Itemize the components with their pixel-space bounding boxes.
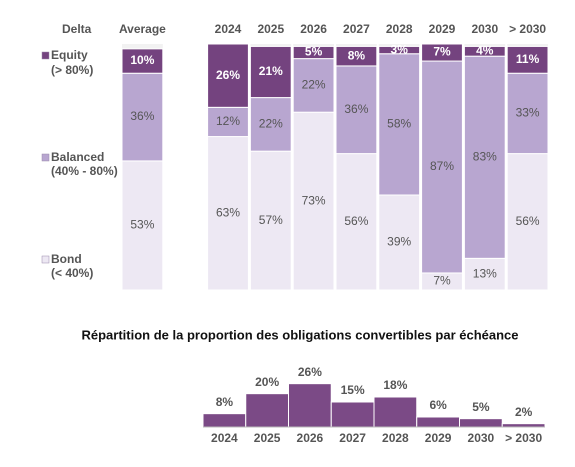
x-tick-label: 2025 bbox=[257, 22, 284, 36]
bar bbox=[373, 396, 418, 428]
legend-swatch bbox=[41, 255, 50, 264]
bar bbox=[288, 383, 332, 428]
x-tick-label: 2024 bbox=[211, 431, 238, 445]
legend-range: (< 40%) bbox=[51, 266, 93, 280]
value-label: 22% bbox=[302, 78, 326, 92]
value-label: 36% bbox=[130, 109, 154, 123]
bar-segment bbox=[207, 106, 249, 138]
x-tick-label: 2030 bbox=[471, 22, 498, 36]
value-label: 53% bbox=[130, 218, 154, 232]
x-tick-label: 2027 bbox=[343, 22, 370, 36]
bar-segment bbox=[292, 58, 335, 113]
value-label: 12% bbox=[216, 114, 240, 128]
bar bbox=[202, 413, 247, 428]
legend-swatch bbox=[41, 153, 50, 162]
x-tick-label: > 2030 bbox=[509, 22, 546, 36]
x-tick-label: 2027 bbox=[339, 431, 366, 445]
bar-segment bbox=[207, 43, 249, 108]
x-tick-label: 2025 bbox=[254, 431, 281, 445]
value-label: 58% bbox=[387, 117, 411, 131]
value-label: 5% bbox=[305, 45, 323, 59]
value-label: 11% bbox=[516, 52, 540, 66]
legend-label: Equity bbox=[51, 48, 88, 62]
value-label: 7% bbox=[433, 274, 451, 288]
value-label: 5% bbox=[472, 400, 490, 414]
value-label: 18% bbox=[383, 378, 407, 392]
value-label: 7% bbox=[433, 45, 451, 59]
x-tick-label: 2024 bbox=[215, 22, 242, 36]
value-label: 57% bbox=[259, 213, 283, 227]
value-label: 39% bbox=[387, 235, 411, 249]
value-label: 22% bbox=[259, 117, 283, 131]
value-label: 83% bbox=[473, 149, 497, 163]
bar-segment bbox=[335, 153, 378, 291]
x-tick-label: 2029 bbox=[425, 431, 452, 445]
legend-label: Bond bbox=[51, 252, 82, 266]
legend-range: (40% - 80%) bbox=[51, 164, 118, 178]
value-label: 13% bbox=[473, 266, 497, 280]
x-tick-label: 2028 bbox=[386, 22, 413, 36]
x-tick-label: 2026 bbox=[300, 22, 327, 36]
value-label: 8% bbox=[348, 48, 366, 62]
value-label: 87% bbox=[430, 159, 454, 173]
bar-segment bbox=[506, 72, 549, 155]
value-label: 33% bbox=[516, 106, 540, 120]
x-tick-label: 2030 bbox=[468, 431, 495, 445]
chart-title: Répartition de la proportion des obligat… bbox=[81, 327, 518, 342]
value-label: 8% bbox=[216, 395, 234, 409]
value-label: 2% bbox=[515, 405, 533, 419]
bar bbox=[245, 393, 289, 428]
value-label: 6% bbox=[429, 398, 447, 412]
value-label: 56% bbox=[344, 214, 368, 228]
bar-segment bbox=[506, 153, 549, 291]
legend-label: Balanced bbox=[51, 150, 104, 164]
delta-header: Delta bbox=[62, 22, 92, 36]
value-label: 21% bbox=[259, 64, 283, 78]
bar-segment bbox=[506, 45, 549, 74]
x-tick-label: 2028 bbox=[382, 431, 409, 445]
legend-swatch bbox=[41, 51, 50, 60]
bar bbox=[416, 416, 460, 428]
value-label: 15% bbox=[341, 383, 365, 397]
bar-segment bbox=[335, 45, 378, 67]
bar bbox=[330, 401, 375, 428]
value-label: 4% bbox=[476, 43, 494, 57]
value-label: 3% bbox=[391, 42, 409, 56]
bar-segment bbox=[121, 160, 164, 291]
x-tick-label: 2026 bbox=[297, 431, 324, 445]
value-label: 56% bbox=[516, 214, 540, 228]
bar-segment bbox=[463, 55, 506, 259]
value-label: 26% bbox=[298, 365, 322, 379]
value-label: 26% bbox=[216, 68, 240, 82]
bar-segment bbox=[335, 65, 378, 155]
value-label: 73% bbox=[302, 193, 326, 207]
bar-segment bbox=[249, 45, 292, 99]
value-label: 63% bbox=[216, 205, 240, 219]
x-tick-label: > 2030 bbox=[505, 431, 542, 445]
bar-segment bbox=[292, 45, 335, 60]
bar-segment bbox=[421, 43, 463, 62]
bar-segment bbox=[378, 45, 421, 55]
value-label: 10% bbox=[130, 53, 154, 67]
bar-segment bbox=[121, 48, 164, 74]
value-label: 36% bbox=[344, 102, 368, 116]
bar-segment bbox=[463, 45, 506, 57]
value-label: 20% bbox=[255, 375, 279, 389]
bar bbox=[459, 418, 503, 428]
x-tick-label: Average bbox=[119, 22, 166, 36]
bar-segment bbox=[292, 111, 335, 291]
legend-range: (> 80%) bbox=[51, 63, 93, 77]
bar-segment bbox=[249, 97, 292, 152]
bar-segment bbox=[378, 53, 421, 196]
x-tick-label: 2029 bbox=[429, 22, 456, 36]
